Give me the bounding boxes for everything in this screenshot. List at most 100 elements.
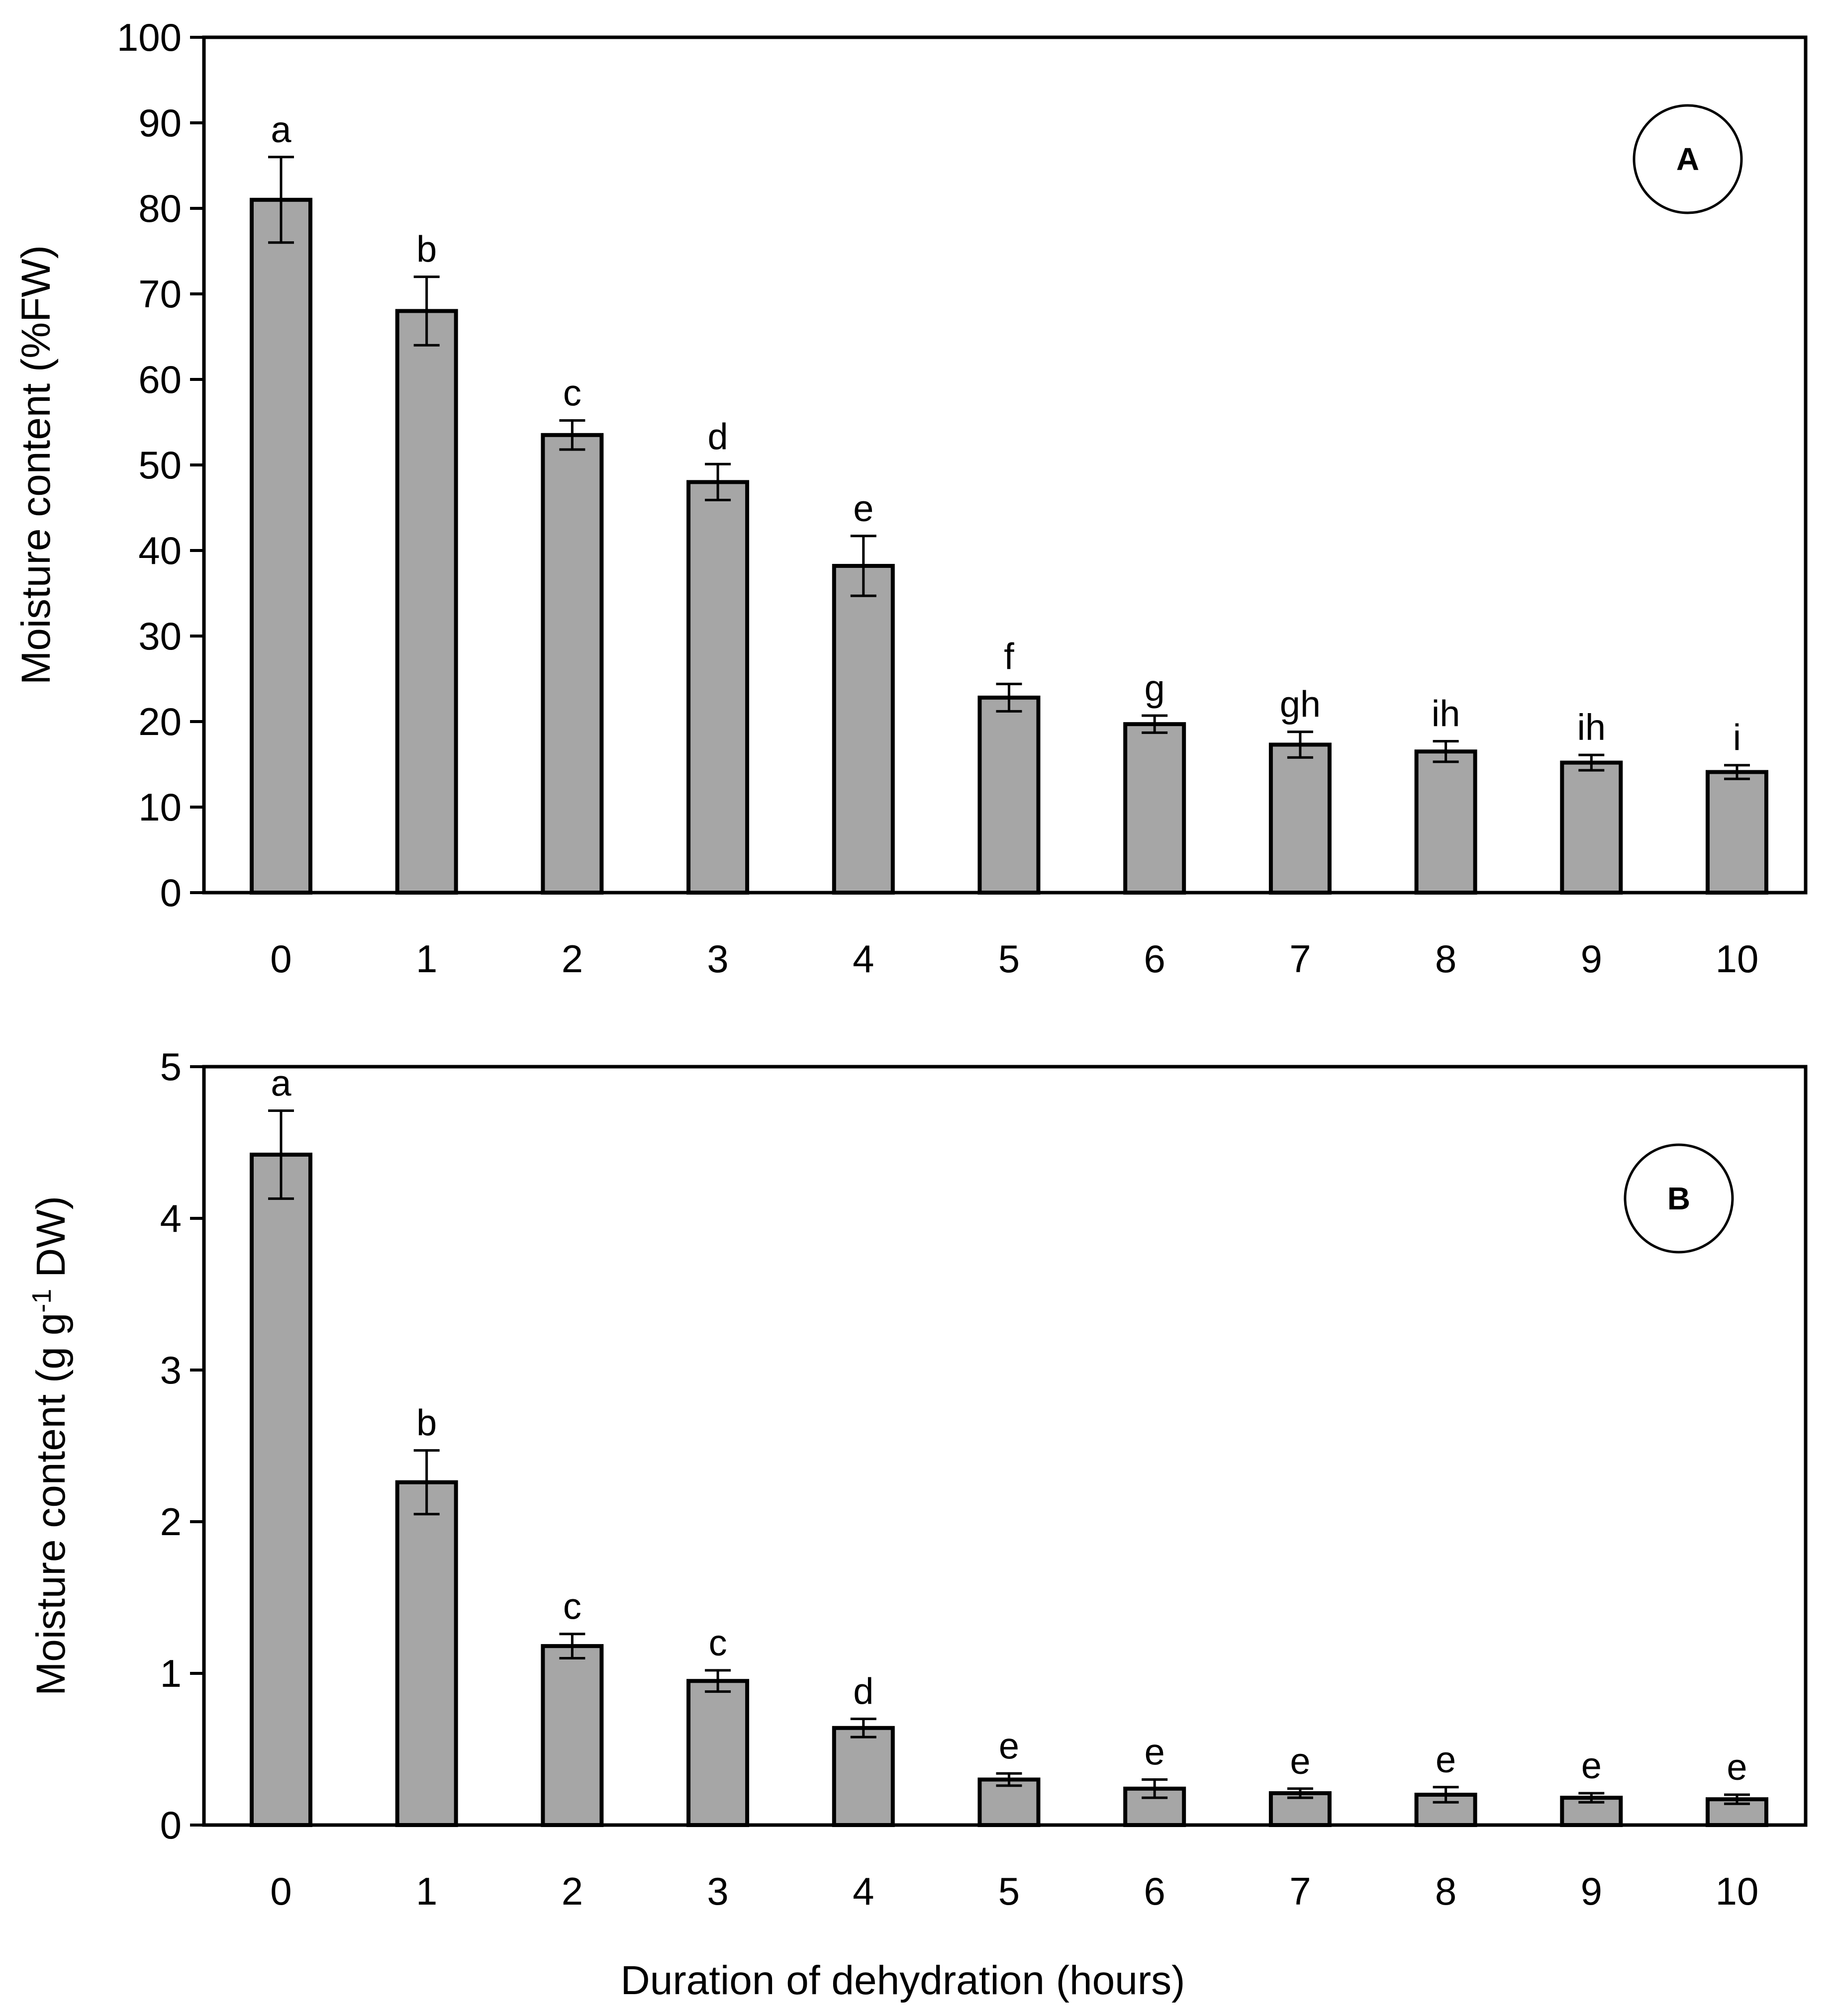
panel-b-significance-letter: c bbox=[709, 1622, 727, 1663]
panel-a-significance-letter: g bbox=[1145, 667, 1165, 709]
panel-a-bar bbox=[1560, 760, 1623, 895]
panel-b-x-tick-label: 4 bbox=[853, 1869, 874, 1913]
panel-a-x-tick-label: 6 bbox=[1144, 937, 1165, 981]
panel-b-y-tick-label: 2 bbox=[160, 1500, 182, 1544]
panel-a-x-tick-label: 4 bbox=[853, 937, 874, 981]
panel-a-bar bbox=[686, 480, 750, 895]
panel-a-bar bbox=[250, 197, 312, 895]
panel-b-error-bar bbox=[1578, 1792, 1605, 1804]
panel-a-error-bar bbox=[1142, 714, 1168, 734]
panel-a-chart: Moisture content (%FW) 01020304050607080… bbox=[13, 15, 1808, 981]
panel-a-significance-letter: ih bbox=[1577, 707, 1606, 748]
panel-b-label: B bbox=[1667, 1181, 1690, 1216]
panel-b-x-tick-label: 5 bbox=[998, 1869, 1020, 1913]
panel-a-y-tick-label: 100 bbox=[117, 15, 182, 59]
panel-a-y-tick-label: 20 bbox=[138, 700, 182, 743]
panel-b-x-tick-label: 3 bbox=[707, 1869, 728, 1913]
panel-a-significance-letter: i bbox=[1733, 717, 1741, 758]
panel-a-error-bar bbox=[559, 419, 585, 451]
panel-b-bar bbox=[832, 1726, 895, 1828]
panel-a-significance-letter: d bbox=[708, 416, 728, 457]
panel-a-label-circle bbox=[1633, 104, 1743, 214]
panel-b-y-axis-label: Moisture content (g g-1 DW) bbox=[27, 1196, 74, 1696]
panel-a-bar bbox=[1268, 742, 1332, 895]
panel-b-error-bar bbox=[413, 1449, 440, 1516]
panel-b-label-circle bbox=[1624, 1143, 1734, 1254]
panel-b-bar bbox=[686, 1679, 750, 1827]
panel-b-significance-letter: d bbox=[853, 1671, 873, 1712]
panel-b-error-bar bbox=[268, 1109, 294, 1200]
panel-b-significance-letter: e bbox=[1581, 1745, 1602, 1786]
panel-a-bar bbox=[1123, 722, 1186, 895]
panel-a-error-bar bbox=[1724, 764, 1750, 780]
panel-b-significance-letter: e bbox=[999, 1725, 1019, 1766]
panel-a-significance-letter: ih bbox=[1432, 693, 1460, 734]
panel-a-y-tick-label: 80 bbox=[138, 186, 182, 230]
panel-b-x-tick-label: 9 bbox=[1581, 1869, 1602, 1913]
panel-a-bar bbox=[541, 433, 604, 895]
panel-b-significance-letter: e bbox=[1145, 1732, 1165, 1773]
panel-b-y-label-superscript: -1 bbox=[27, 1289, 57, 1313]
panel-b-significance-letter: c bbox=[563, 1586, 581, 1627]
panel-a-significance-letter: e bbox=[853, 488, 873, 529]
panel-b-x-tick-label: 8 bbox=[1435, 1869, 1456, 1913]
panel-b-error-bar bbox=[850, 1718, 876, 1739]
panel-b-error-bar bbox=[1287, 1787, 1313, 1799]
panel-a-error-bar bbox=[1578, 753, 1605, 772]
panel-a-y-tick-label: 90 bbox=[138, 101, 182, 145]
panel-b-bar bbox=[250, 1152, 312, 1827]
panel-a-x-tick-label: 1 bbox=[416, 937, 437, 981]
panel-a-error-bar bbox=[268, 156, 294, 244]
panel-a-significance-letter: b bbox=[416, 229, 437, 270]
panel-a-significance-letter: f bbox=[1004, 636, 1014, 677]
panel-a-bar bbox=[832, 563, 895, 895]
panel-b-error-bar bbox=[1433, 1786, 1459, 1804]
panel-a-y-tick-label: 30 bbox=[138, 614, 182, 658]
panel-b-x-tick-label: 0 bbox=[270, 1869, 291, 1913]
panel-a-y-axis-label: Moisture content (%FW) bbox=[13, 245, 59, 685]
panel-b-significance-letter: e bbox=[1436, 1739, 1456, 1780]
panel-b-error-bar bbox=[705, 1669, 731, 1693]
panel-b-y-label-main: Moisture content (g g bbox=[28, 1313, 74, 1696]
panel-b-significance-letter: b bbox=[416, 1402, 437, 1444]
panel-a-error-bar bbox=[413, 275, 440, 347]
panel-a-y-tick-label: 40 bbox=[138, 529, 182, 572]
panel-b-significance-letter: e bbox=[1727, 1746, 1747, 1788]
panel-b-y-tick-label: 3 bbox=[160, 1348, 182, 1392]
panel-b-error-bar bbox=[1142, 1778, 1168, 1799]
panel-a-bar bbox=[1706, 770, 1768, 895]
panel-a-bar bbox=[977, 695, 1041, 895]
panel-a-y-tick-label: 60 bbox=[138, 358, 182, 401]
panel-a-y-tick-label: 70 bbox=[138, 272, 182, 316]
panel-b-y-tick-label: 1 bbox=[160, 1651, 182, 1695]
panel-a-significance-letter: c bbox=[563, 372, 581, 414]
panel-a-significance-letter: gh bbox=[1280, 684, 1321, 725]
x-axis-label: Duration of dehydration (hours) bbox=[621, 1958, 1185, 2003]
panel-a-x-tick-label: 9 bbox=[1581, 937, 1602, 981]
panel-a-bar bbox=[1414, 749, 1477, 895]
panel-a-x-tick-label: 10 bbox=[1716, 937, 1759, 981]
panel-a-error-bar bbox=[1433, 740, 1459, 763]
panel-a-y-tick-label: 10 bbox=[138, 785, 182, 829]
panel-b-error-bar bbox=[1724, 1793, 1750, 1805]
panel-a-error-bar bbox=[705, 462, 731, 502]
panel-a-x-tick-label: 5 bbox=[998, 937, 1020, 981]
panel-a-label: A bbox=[1676, 141, 1699, 177]
panel-b-y-tick-label: 5 bbox=[160, 1045, 182, 1089]
panel-b-x-tick-label: 6 bbox=[1144, 1869, 1165, 1913]
panel-a-error-bar bbox=[1287, 731, 1313, 759]
panel-b-significance-letter: e bbox=[1290, 1741, 1310, 1782]
panel-b-bar bbox=[395, 1480, 458, 1827]
panel-a-x-tick-label: 3 bbox=[707, 937, 728, 981]
panel-b-bar bbox=[1414, 1793, 1477, 1827]
panel-b-significance-letter: a bbox=[271, 1062, 291, 1103]
panel-a-significance-letter: a bbox=[271, 109, 291, 150]
panel-a-y-tick-label: 50 bbox=[138, 443, 182, 487]
panel-b-bar bbox=[541, 1644, 604, 1828]
panel-a-x-tick-label: 0 bbox=[270, 937, 291, 981]
panel-b-error-bar bbox=[559, 1633, 585, 1659]
panel-b-x-tick-label: 7 bbox=[1289, 1869, 1311, 1913]
panel-a-x-tick-label: 8 bbox=[1435, 937, 1456, 981]
panel-a-y-tick-label: 0 bbox=[160, 871, 182, 915]
